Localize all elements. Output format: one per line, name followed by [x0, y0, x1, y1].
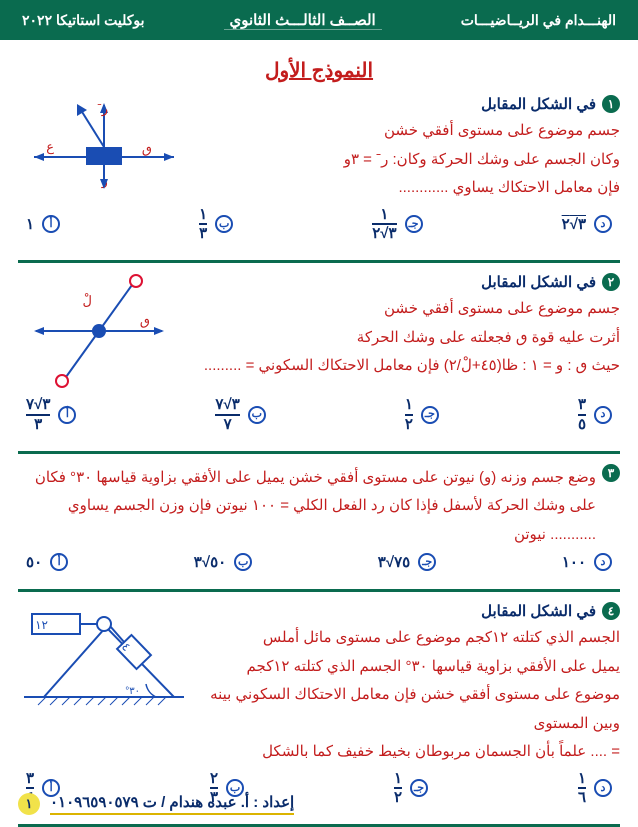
q3-opt-a: ٥٠: [26, 553, 42, 571]
question-3: ٣ وضع جسم وزنه (و) نيوتن على مستوى أفقي …: [18, 464, 620, 580]
model-title: النموذج الأول: [18, 58, 620, 83]
svg-text:ٯ: ٯ: [142, 141, 152, 156]
marker-d: د: [594, 215, 612, 233]
q1-number: ١: [602, 95, 620, 113]
q1-headline: في الشكل المقابل: [481, 95, 596, 113]
marker-a: أ: [42, 215, 60, 233]
footer-credit: إعداد : أ. عبده هندام / ت ٠١٠٩٦٥٩٠٥٧٩: [50, 793, 294, 815]
q4-line1: الجسم الذي كتلته ١٢كجم موضوع على مستوى م…: [194, 624, 620, 653]
svg-text:رˉ: رˉ: [97, 101, 108, 117]
q2-number: ٢: [602, 273, 620, 291]
q2-line3: حيث ٯ : و = ١ : ظا(٤٥+لْ/٢) فإن معامل ال…: [184, 352, 620, 381]
q1-opt-b: ١٣: [199, 207, 207, 243]
question-4: ٤ في الشكل المقابل الجسم الذي كتلته ١٢كج…: [18, 602, 620, 814]
q4-figure: ٤ ١٢ ٣٠°: [24, 602, 184, 712]
q2-opt-d: ٣٥: [578, 397, 586, 433]
q1-options: أ١ ب ١٣ جـ ١٣√٢ د ٣√٢: [18, 203, 620, 251]
page-header: الهنـــدام في الريــاضيـــات الصــف الثا…: [0, 0, 638, 40]
question-1: ١ في الشكل المقابل جسم موضوع على مستوى أ…: [18, 95, 620, 250]
q3-opt-b: ٥٠√٣: [194, 553, 226, 571]
q1-line1: جسم موضوع على مستوى أفقي خشن: [194, 117, 620, 146]
header-right: الهنـــدام في الريــاضيـــات: [455, 12, 622, 29]
page-number: ١: [18, 793, 40, 815]
q1-opt-d: ٣√٢: [562, 215, 586, 233]
q2-opt-a: ٣√٧٣: [26, 397, 50, 433]
q4-line4: = .... علماً بأن الجسمان مربوطان بخيط خف…: [194, 738, 620, 767]
page-content: النموذج الأول ١ في الشكل المقابل جسم موض…: [0, 40, 638, 827]
q2-options: أ ٣√٧٣ ب ٣√٧٧ جـ ١٢ د ٣٥: [18, 393, 620, 441]
q1-opt-a: ١: [26, 215, 34, 233]
q3-opt-c: ٧٥√٣: [378, 553, 410, 571]
svg-text:لْ: لْ: [83, 292, 92, 308]
marker-b: ب: [215, 215, 233, 233]
q1-opt-c: ١٣√٢: [372, 207, 396, 243]
q1-line3: فإن معامل الاحتكاك يساوي ............: [194, 174, 620, 203]
q4-headline: في الشكل المقابل: [481, 602, 596, 620]
q2-opt-c: ١٢: [405, 397, 413, 433]
q1-line2: وكان الجسم على وشك الحركة وكان: رˉ = ٣و: [194, 146, 620, 175]
q2-line2: أثرت عليه قوة ٯ فجعلته على وشك الحركة: [184, 324, 620, 353]
q2-opt-b: ٣√٧٧: [215, 397, 239, 433]
marker-c: جـ: [405, 215, 423, 233]
page-footer: إعداد : أ. عبده هندام / ت ٠١٠٩٦٥٩٠٥٧٩ ١: [18, 793, 620, 815]
svg-text:ع: ع: [46, 139, 54, 155]
q3-body: وضع جسم وزنه (و) نيوتن على مستوى أفقي خش…: [35, 469, 596, 543]
q4-number: ٤: [602, 602, 620, 620]
q1-figure: ٯ ع و رˉ: [24, 95, 184, 195]
svg-text:١٢: ١٢: [35, 618, 48, 632]
q2-headline: في الشكل المقابل: [481, 273, 596, 291]
svg-text:٣٠°: ٣٠°: [125, 686, 140, 697]
q3-number: ٣: [602, 464, 620, 482]
q4-line2: يميل على الأفقي بزاوية قياسها ٣٠° الجسم …: [194, 653, 620, 682]
question-2: ٢ في الشكل المقابل جسم موضوع على مستوى أ…: [18, 273, 620, 441]
q4-line3: موضوع على مستوى أفقي خشن فإن معامل الاحت…: [194, 681, 620, 738]
q2-figure: لْ ٯ: [24, 273, 174, 393]
q3-options: أ٥٠ ب٥٠√٣ جـ٧٥√٣ د١٠٠: [18, 549, 620, 579]
q3-opt-d: ١٠٠: [562, 553, 586, 571]
q2-line1: جسم موضوع على مستوى أفقي خشن: [184, 295, 620, 324]
header-center: الصــف الثالـــث الثانوي: [224, 11, 382, 30]
svg-text:ٯ: ٯ: [140, 313, 150, 328]
header-left: بوكليت استاتيكا ٢٠٢٢: [16, 12, 151, 29]
